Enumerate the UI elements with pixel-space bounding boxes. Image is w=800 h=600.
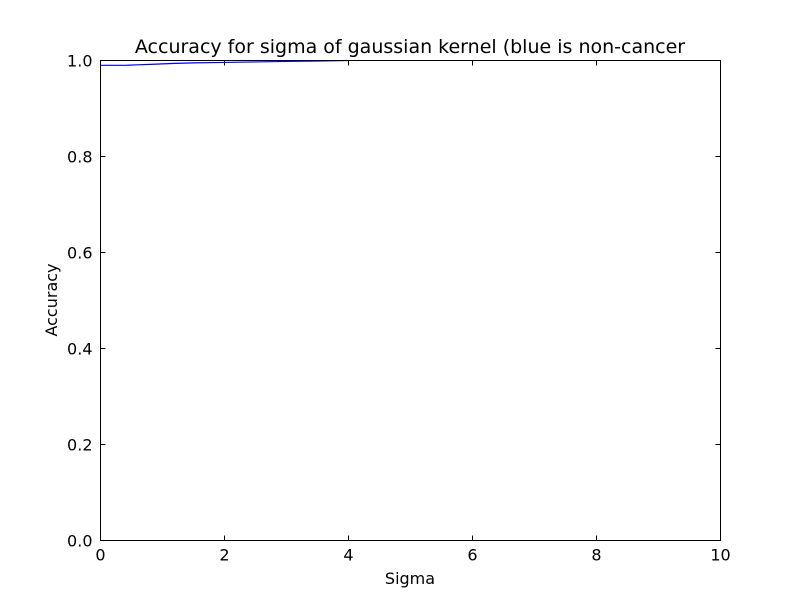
x-tick-label: 0 [95, 546, 105, 565]
y-tick-label: 0.6 [67, 244, 92, 263]
x-tick-label: 10 [710, 546, 730, 565]
y-tick-label: 0.4 [67, 340, 92, 359]
axis-ticks: 0 2 4 6 8 10 0.0 0.2 0.4 0.6 0.8 1.0 [67, 52, 731, 565]
y-tick-label: 1.0 [67, 52, 92, 71]
x-axis-label: Sigma [385, 569, 435, 588]
y-tick-label: 0.0 [67, 532, 92, 551]
chart-title: Accuracy for sigma of gaussian kernel (b… [135, 36, 685, 58]
plot-frame [100, 60, 721, 541]
y-tick-label: 0.8 [67, 148, 92, 167]
x-tick-label: 4 [343, 546, 353, 565]
series-layer [100, 59, 349, 66]
x-tick-label: 8 [591, 546, 601, 565]
series-line-0 [100, 59, 349, 66]
y-tick-label: 0.2 [67, 436, 92, 455]
x-tick-label: 2 [219, 546, 229, 565]
y-axis-label: Accuracy [42, 263, 61, 336]
x-tick-label: 6 [467, 546, 477, 565]
